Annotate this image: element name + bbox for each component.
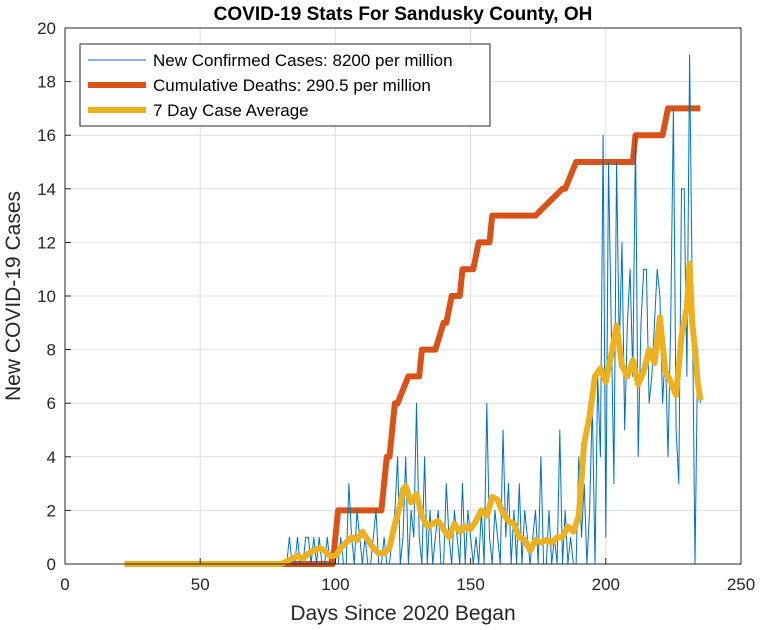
legend-box xyxy=(79,43,491,127)
x-tick-label: 0 xyxy=(60,575,69,594)
x-tick-label: 250 xyxy=(727,575,755,594)
y-tick-label: 18 xyxy=(37,73,56,92)
legend: New Confirmed Cases: 8200 per million Cu… xyxy=(79,43,491,127)
legend-label-new-cases: New Confirmed Cases: 8200 per million xyxy=(153,51,453,70)
y-tick-label: 8 xyxy=(47,341,56,360)
x-tick-label: 100 xyxy=(321,575,349,594)
y-tick-label: 12 xyxy=(37,233,56,252)
chart-title: COVID-19 Stats For Sandusky County, OH xyxy=(214,4,593,25)
series-line-7-day-average xyxy=(124,260,704,567)
y-axis-label: New COVID-19 Cases xyxy=(2,191,25,401)
y-tick-label: 20 xyxy=(37,19,56,38)
y-tick-label: 10 xyxy=(37,287,56,306)
tick-labels: 0 50 100 150 200 250 0 2 4 6 8 10 12 14 16 18 20 xyxy=(37,19,755,594)
y-tick-label: 4 xyxy=(47,448,56,467)
y-tick-label: 2 xyxy=(47,501,56,520)
x-tick-label: 50 xyxy=(191,575,210,594)
x-tick-label: 150 xyxy=(456,575,484,594)
x-axis-label: Days Since 2020 Began xyxy=(290,602,515,625)
legend-label-7-day-average: 7 Day Case Average xyxy=(153,101,309,120)
tick-marks xyxy=(64,27,742,565)
y-tick-label: 16 xyxy=(37,126,56,145)
legend-label-cumulative-deaths: Cumulative Deaths: 290.5 per million xyxy=(153,76,431,95)
y-tick-label: 6 xyxy=(47,394,56,413)
x-tick-label: 200 xyxy=(592,575,620,594)
y-tick-label: 0 xyxy=(47,555,56,574)
series-line-cumulative-deaths xyxy=(124,105,701,567)
y-tick-label: 14 xyxy=(37,180,56,199)
